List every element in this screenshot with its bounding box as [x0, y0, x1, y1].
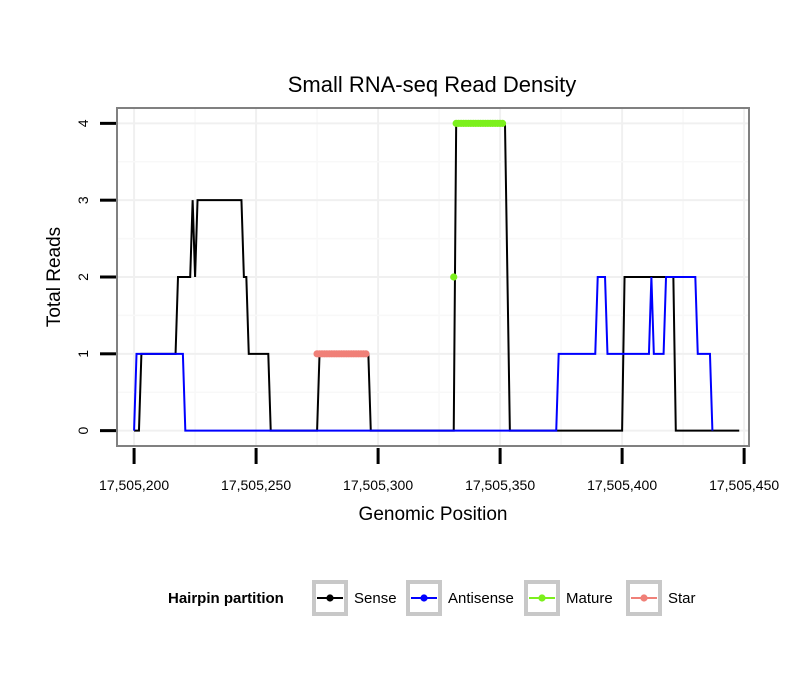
- legend-key-point: [420, 594, 428, 602]
- legend-title: Hairpin partition: [168, 590, 284, 607]
- legend-label: Sense: [354, 590, 397, 607]
- y-tick-label: 3: [75, 196, 91, 204]
- y-tick-label: 0: [75, 427, 91, 435]
- plot-border: [116, 107, 750, 447]
- x-tick-label: 17,505,250: [221, 477, 291, 493]
- y-axis-title: Total Reads: [44, 227, 65, 327]
- legend-item-star: Star: [626, 580, 696, 616]
- x-axis-title: Genomic Position: [359, 504, 508, 525]
- legend-item-mature: Mature: [524, 580, 613, 616]
- series-mature-point: [450, 273, 458, 281]
- x-tick-label: 17,505,300: [343, 477, 413, 493]
- chart-title: Small RNA-seq Read Density: [288, 72, 577, 97]
- series-star-point: [362, 350, 370, 358]
- legend-item-sense: Sense: [312, 580, 397, 616]
- series-antisense-line: [133, 276, 714, 432]
- legend-key-point: [326, 594, 334, 602]
- series-mature-point: [498, 119, 507, 127]
- series-layer: [133, 119, 740, 432]
- legend: Sense Antisense Mature Star: [312, 580, 696, 616]
- legend-label: Antisense: [448, 590, 514, 607]
- legend-label: Mature: [566, 590, 613, 607]
- x-tick-label: 17,505,350: [465, 477, 535, 493]
- y-tick-label: 1: [75, 350, 91, 358]
- x-tick-label: 17,505,450: [709, 477, 779, 493]
- legend-key: [524, 580, 560, 616]
- legend-key-point: [538, 594, 546, 602]
- series-sense-line: [134, 122, 740, 432]
- legend-key-point: [640, 594, 648, 602]
- x-tick-label: 17,505,400: [587, 477, 657, 493]
- y-tick-label: 2: [75, 273, 91, 281]
- legend-item-antisense: Antisense: [406, 580, 514, 616]
- axes: 17,505,200 17,505,250 17,505,300 17,505,350…: [75, 119, 779, 493]
- legend-label: Star: [668, 590, 696, 607]
- x-tick-label: 17,505,200: [99, 477, 169, 493]
- y-tick-label: 4: [75, 119, 91, 127]
